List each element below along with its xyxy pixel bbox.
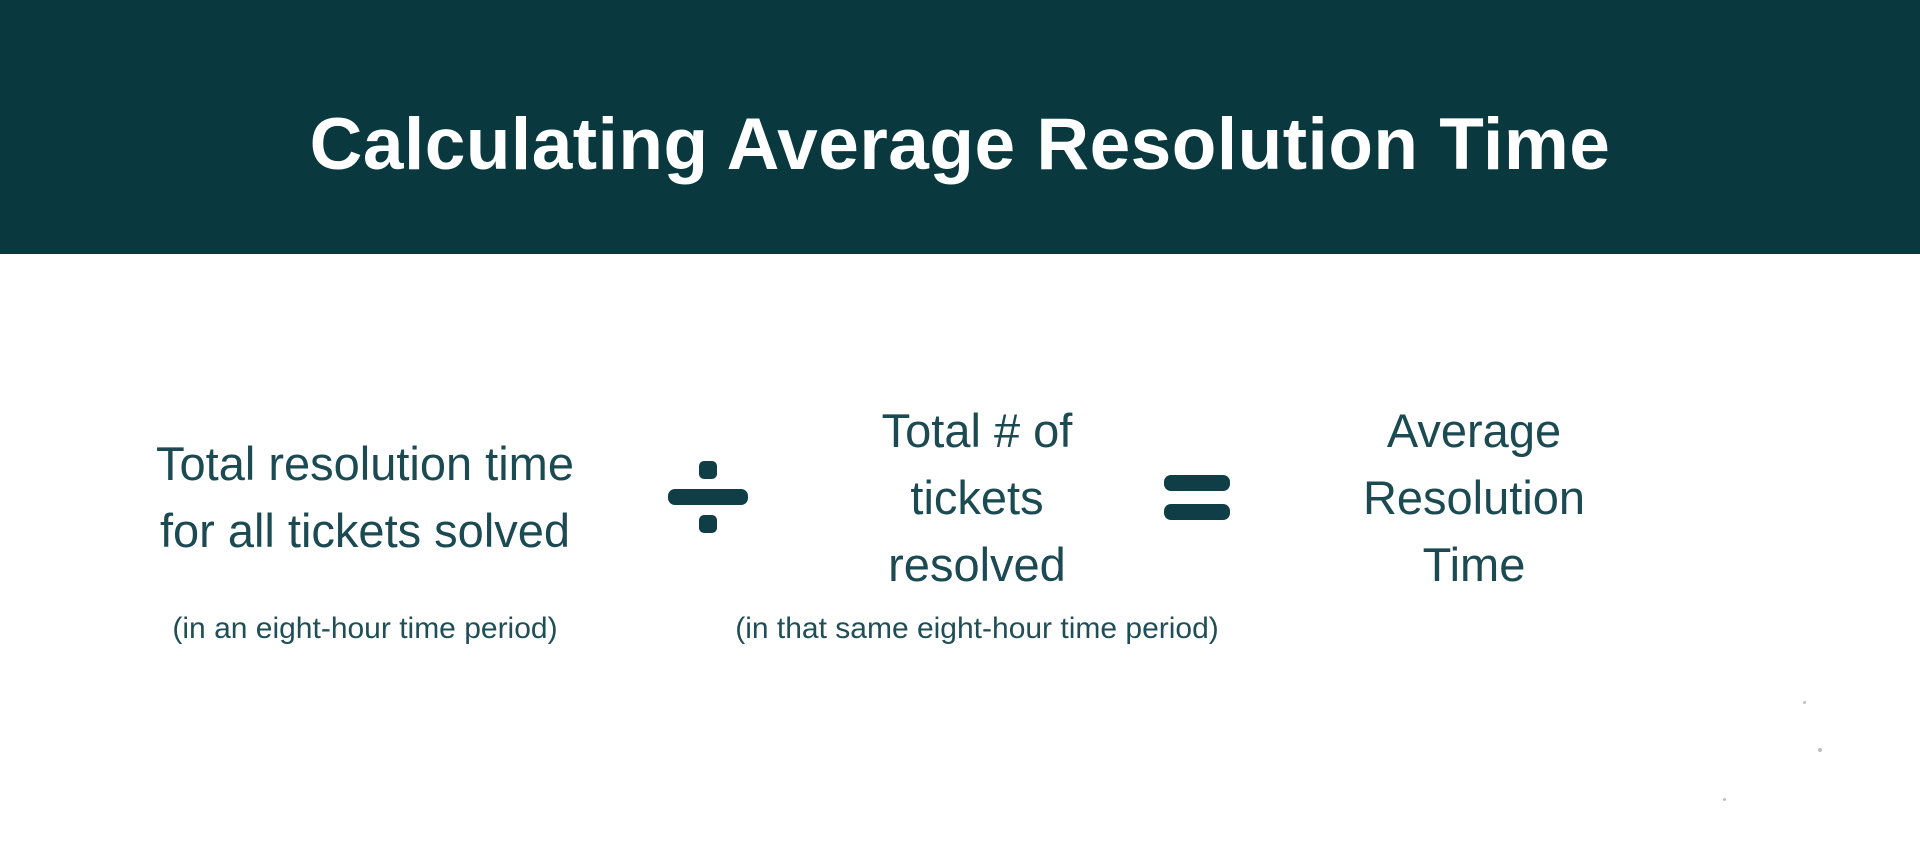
equals-icon: [1164, 474, 1230, 520]
divide-icon-top-dot: [698, 461, 717, 479]
operand-note: (in that same eight-hour time period): [735, 612, 1219, 645]
operand-main-area: Total # of tickets resolved: [882, 392, 1073, 602]
result-label: Average Resolution Time: [1362, 403, 1586, 591]
header-banner: Calculating Average Resolution Time: [0, 0, 1920, 254]
artifact-speck: [1803, 701, 1806, 704]
formula-row: Total resolution time for all tickets so…: [115, 392, 1920, 652]
divide-icon-bottom-dot: [698, 515, 717, 533]
page-title: Calculating Average Resolution Time: [309, 103, 1611, 185]
equals-operator: [1154, 392, 1240, 602]
divide-operator: [615, 392, 800, 602]
divide-icon: [667, 461, 748, 533]
operand-note-area: (in that same eight-hour time period): [735, 606, 1219, 652]
operand-note: (in an eight-hour time period): [172, 612, 558, 645]
operand-main-area: Average Resolution Time: [1363, 392, 1585, 602]
operand-label: Total resolution time for all tickets so…: [156, 437, 574, 557]
equals-icon-bottom-bar: [1164, 503, 1230, 520]
operator-main-area: [667, 392, 748, 602]
operand-main-area: Total resolution time for all tickets so…: [156, 392, 574, 602]
operator-main-area: [1164, 392, 1230, 602]
equals-icon-top-bar: [1164, 474, 1230, 491]
operand-note-area: (in an eight-hour time period): [115, 606, 615, 652]
divide-icon-bar: [667, 489, 748, 505]
operand-average-resolution-time: Average Resolution Time: [1240, 392, 1708, 602]
operand-total-tickets-resolved: Total # of tickets resolved (in that sam…: [735, 392, 1219, 652]
operand-label: Total # of tickets resolved: [881, 403, 1073, 591]
artifact-speck: [1723, 798, 1726, 801]
operand-total-resolution-time: Total resolution time for all tickets so…: [115, 392, 615, 652]
artifact-speck: [1818, 748, 1822, 752]
